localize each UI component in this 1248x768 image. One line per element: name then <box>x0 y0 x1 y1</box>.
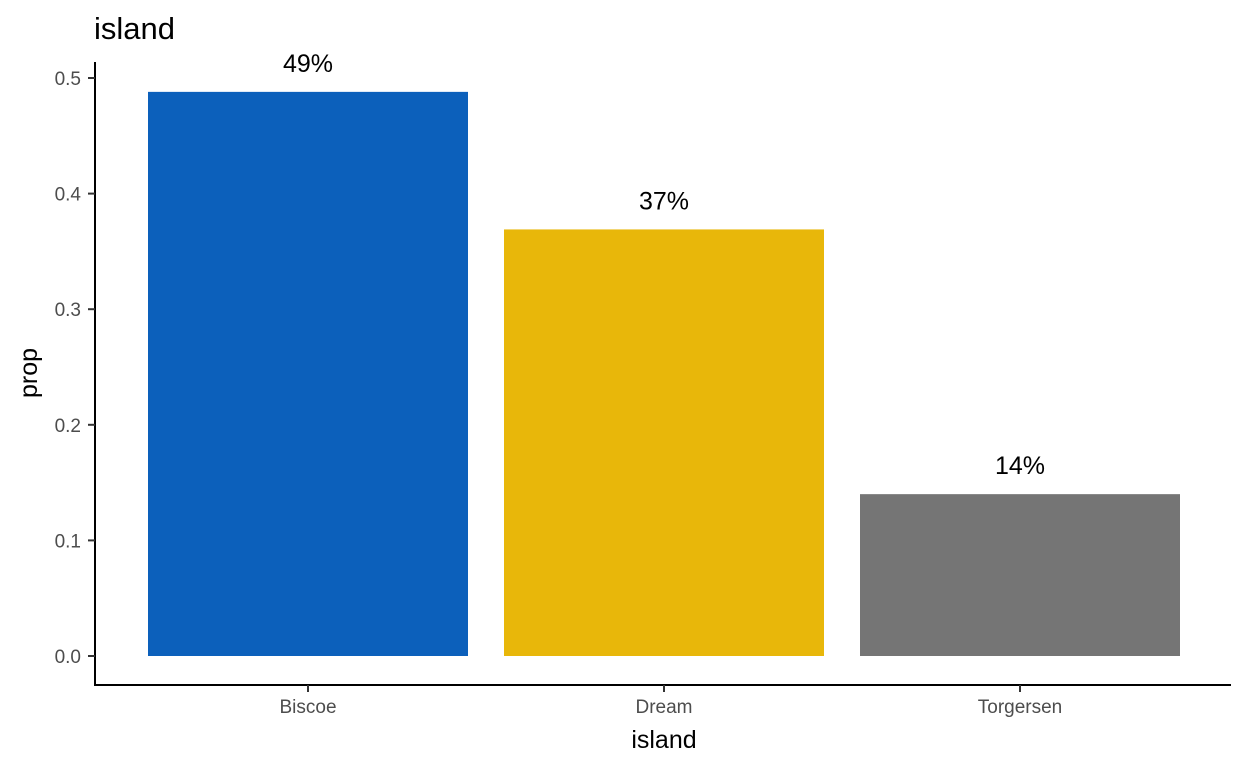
y-tick-label-3: 0.3 <box>55 300 81 321</box>
bar-torgersen <box>860 494 1180 656</box>
x-tick-label-torgersen: Torgersen <box>978 697 1063 718</box>
y-tick-label-1: 0.1 <box>55 531 81 552</box>
data-label-biscoe: 49% <box>283 50 333 78</box>
y-tick-label-2: 0.2 <box>55 416 81 437</box>
data-label-torgersen: 14% <box>995 452 1045 480</box>
data-label-dream: 37% <box>639 187 689 215</box>
chart-title: island <box>94 11 175 46</box>
y-tick-label-0: 0.0 <box>55 647 81 668</box>
bar-dream <box>504 229 824 656</box>
bars-group <box>148 91 1180 656</box>
x-axis-ticks: Biscoe Dream Torgersen <box>279 685 1062 718</box>
y-axis-title: prop <box>15 348 43 398</box>
x-tick-label-dream: Dream <box>635 697 692 718</box>
data-labels-group: 49% 37% 14% <box>283 50 1045 480</box>
y-tick-label-5: 0.5 <box>55 69 81 90</box>
y-tick-label-4: 0.4 <box>55 185 82 206</box>
x-axis-title: island <box>631 726 696 754</box>
x-tick-label-biscoe: Biscoe <box>279 697 336 718</box>
y-axis-ticks: 0.0 0.1 0.2 0.3 0.4 0.5 <box>55 69 95 668</box>
bar-biscoe <box>148 91 468 656</box>
